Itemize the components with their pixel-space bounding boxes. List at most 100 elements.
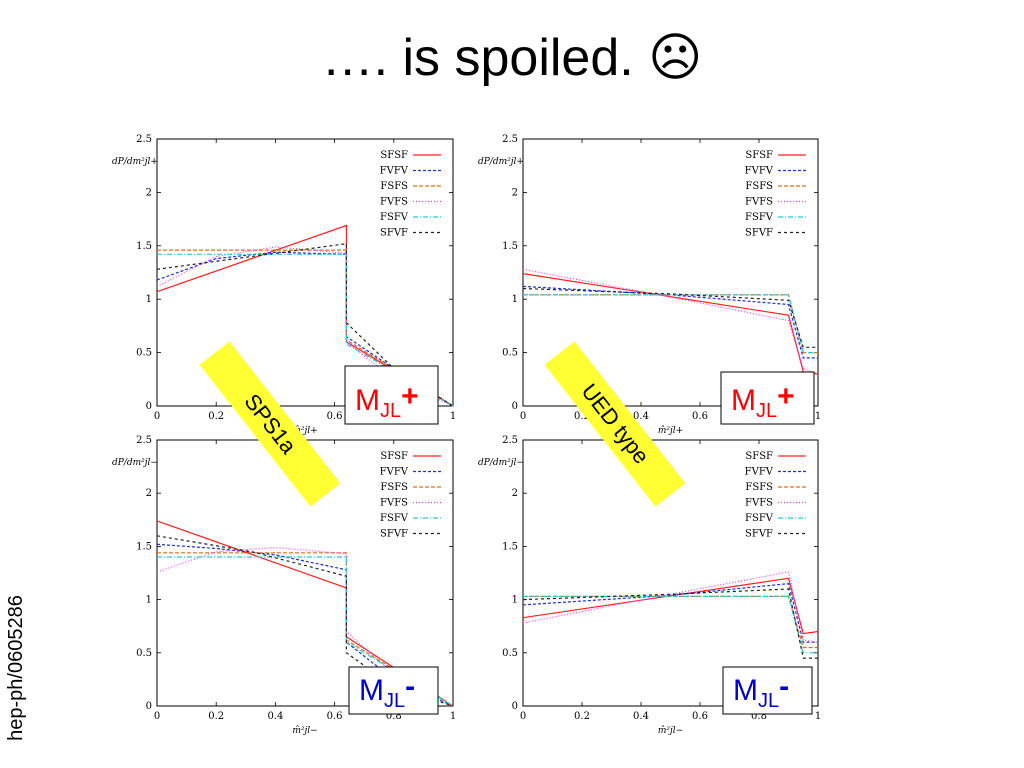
x-tick-label: 0 [520, 711, 526, 722]
plot-frame [522, 439, 819, 707]
label-subscript: JL [380, 400, 401, 422]
x-tick-label: 0.8 [386, 711, 402, 722]
x-tick-label: 1 [450, 411, 456, 422]
y-axis-label: dP/dm²jl+ [478, 157, 524, 167]
label-subscript: JL [758, 690, 779, 712]
legend-label-fvfv: FVFV [380, 166, 409, 177]
x-tick-label: 0.6 [327, 411, 343, 422]
label-main: M [731, 384, 756, 417]
x-tick-label: 0.4 [267, 711, 283, 722]
series-line-sfvf [156, 243, 454, 407]
y-tick-label: 2 [146, 488, 152, 499]
y-tick-label: 0.5 [136, 348, 152, 359]
series-line-fsfv [523, 294, 818, 354]
x-tick-label: 0 [154, 711, 160, 722]
legend-label-fsfs: FSFS [745, 482, 773, 493]
legend-label-fvfs: FVFS [380, 498, 408, 509]
legend-label-sfsf: SFSF [745, 150, 773, 161]
series-line-sfvf [522, 588, 818, 659]
label-main: M [359, 674, 384, 707]
legend-label-fsfv: FSFV [380, 513, 409, 524]
legend-label-fvfv: FVFV [380, 467, 409, 478]
y-tick-label: 2 [146, 187, 152, 198]
y-tick-label: 1 [512, 294, 518, 305]
y-tick-label: 1.5 [136, 241, 152, 252]
label-subscript: JL [756, 400, 777, 422]
label-box-frame [720, 371, 815, 425]
y-tick-label: 1.5 [502, 241, 518, 252]
label-sign: + [401, 380, 419, 413]
chart-panel-bottom-right: 0 0.5 1 1.5 2 2.5 0 0.2 0.4 0.6 0.8 1 dP/dm²jl− m̂²jl… [478, 435, 821, 736]
label-box-text: MJL+ [355, 380, 419, 422]
series-line-fvfs [522, 268, 819, 375]
y-tick-label: 2.5 [502, 435, 518, 446]
legend-label-sfsf: SFSF [380, 150, 408, 161]
y-tick-label: 0.5 [502, 348, 518, 359]
series-line-fvfv [522, 582, 818, 643]
legend-label-sfsf: SFSF [380, 451, 408, 462]
x-tick-label: 0.2 [574, 711, 590, 722]
series-line-sfsf [522, 577, 819, 635]
label-main: M [733, 674, 758, 707]
legend-label-sfvf: SFVF [745, 529, 773, 540]
y-axis-label: dP/dm²jl− [478, 458, 524, 468]
x-tick-label: 1 [815, 711, 821, 722]
x-axis-label: m̂²jl− [658, 725, 683, 736]
x-tick-label: 0.2 [574, 411, 590, 422]
plot-frame [522, 138, 819, 407]
label-box-mjl: MJL+ [344, 365, 439, 425]
legend-label-fvfv: FVFV [745, 166, 774, 177]
label-box-text: MJL+ [731, 380, 795, 422]
legend-label-fsfs: FSFS [380, 482, 408, 493]
y-tick-label: 2 [512, 187, 518, 198]
y-tick-label: 0.5 [502, 648, 518, 659]
y-tick-label: 1 [146, 294, 152, 305]
y-tick-label: 2.5 [136, 435, 152, 446]
legend-label-fsfs: FSFS [380, 181, 408, 192]
label-main: M [355, 384, 380, 417]
x-tick-label: 0.2 [208, 711, 224, 722]
label-box-text: MJL- [733, 670, 789, 712]
chart-panel-top-right: 00.511.522.500.20.40.60.81dP/dm²jl+m̂²jl… [478, 134, 821, 436]
x-tick-label: 0 [154, 411, 160, 422]
label-box-frame [348, 666, 439, 715]
y-tick-label: 0 [512, 701, 518, 712]
y-tick-label: 0 [512, 401, 518, 412]
x-tick-label: 1 [815, 411, 821, 422]
legend-label-sfvf: SFVF [745, 228, 773, 239]
x-axis-label: m̂²jl− [292, 725, 317, 736]
label-sign: + [777, 380, 795, 413]
label-box-mjl: MJL- [722, 666, 813, 715]
x-tick-label: 0.2 [208, 411, 224, 422]
y-axis-label: dP/dm²jl− [112, 458, 158, 468]
label-box-mjl: MJL+ [720, 371, 815, 425]
label-subscript: JL [384, 690, 405, 712]
legend-label-fsfs: FSFS [745, 181, 773, 192]
legend-label-sfvf: SFVF [380, 529, 408, 540]
paper-reference: hep-ph/0605286 [5, 595, 27, 741]
series-line-sfvf [522, 287, 818, 348]
y-tick-label: 1 [146, 595, 152, 606]
series-line-fsfs [523, 595, 818, 649]
series-line-fvfs [156, 246, 454, 407]
label-sign: - [405, 670, 415, 703]
legend-label-fvfs: FVFS [380, 197, 408, 208]
x-tick-label: 1 [450, 711, 456, 722]
legend-label-fsfv: FSFV [380, 212, 409, 223]
legend-label-fsfv: FSFV [745, 513, 774, 524]
legend-label-fvfv: FVFV [745, 467, 774, 478]
x-tick-label: 0 [520, 411, 526, 422]
y-tick-label: 2 [512, 488, 518, 499]
y-tick-label: 2.5 [136, 134, 152, 145]
slide-title: …. is spoiled. ☹ [321, 29, 703, 87]
series-line-fvfs [522, 571, 819, 643]
x-axis-label: m̂²jl+ [658, 425, 683, 436]
series-line-fsfv [523, 595, 818, 654]
y-tick-label: 0 [146, 401, 152, 412]
label-box-frame [722, 666, 813, 715]
legend-label-sfvf: SFVF [380, 228, 408, 239]
legend-label-fsfv: FSFV [745, 212, 774, 223]
label-box-text: MJL- [359, 670, 415, 712]
y-tick-label: 1 [512, 595, 518, 606]
